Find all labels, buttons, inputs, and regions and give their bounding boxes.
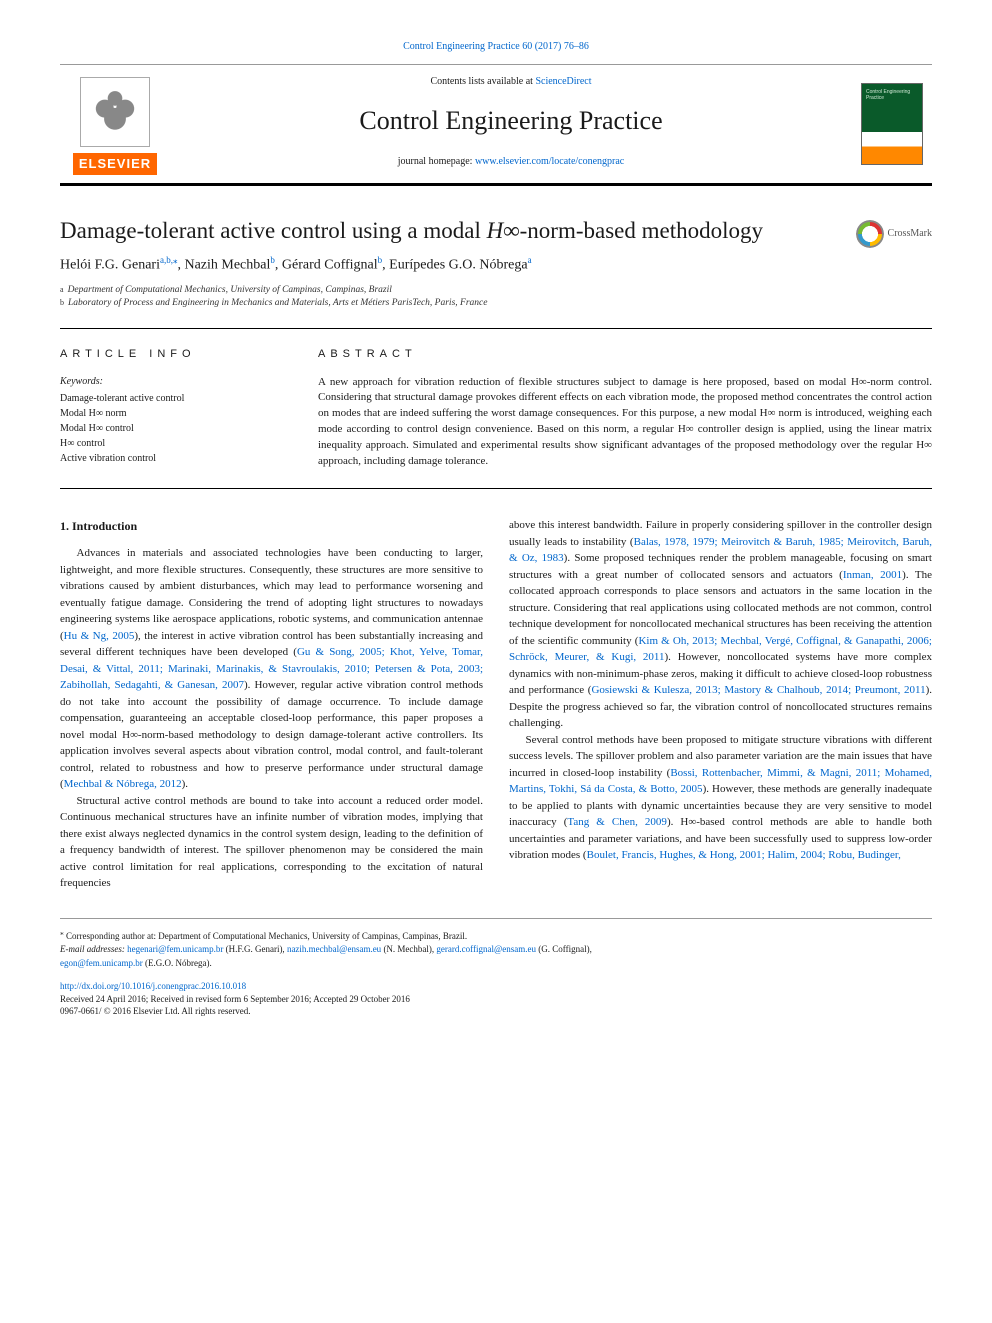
info-abstract-row: ARTICLE INFO Keywords: Damage-tolerant a… <box>60 328 932 489</box>
author-2-aff[interactable]: b <box>270 255 275 265</box>
title-pre: Damage-tolerant active control using a m… <box>60 218 487 243</box>
sciencedirect-link[interactable]: ScienceDirect <box>535 76 591 87</box>
author-4: Eurípedes G.O. Nóbrega <box>389 258 527 273</box>
citation-link[interactable]: Control Engineering Practice 60 (2017) 7… <box>403 41 589 52</box>
email-2-who: (N. Mechbal), <box>381 944 436 954</box>
homepage-prefix: journal homepage: <box>398 156 475 167</box>
keyword-5: Active vibration control <box>60 451 290 466</box>
keyword-4: H∞ control <box>60 436 290 451</box>
page-root: Control Engineering Practice 60 (2017) 7… <box>0 0 992 1048</box>
body-columns: 1. Introduction Advances in materials an… <box>60 517 932 892</box>
ref-tang-chen-2009[interactable]: Tang & Chen, 2009 <box>567 816 667 828</box>
p1-a: Advances in materials and associated tec… <box>60 547 483 642</box>
email-1-who: (H.F.G. Genari), <box>223 944 287 954</box>
abstract-heading: ABSTRACT <box>318 347 932 362</box>
para-4: Several control methods have been propos… <box>509 732 932 864</box>
affiliation-b: b Laboratory of Process and Engineering … <box>60 297 932 310</box>
email-1[interactable]: hegenari@fem.unicamp.br <box>127 944 223 954</box>
keywords-list: Damage-tolerant active control Modal H∞ … <box>60 391 290 466</box>
ref-inman-2001[interactable]: Inman, 2001 <box>843 569 902 581</box>
author-1: Helói F.G. Genari <box>60 258 160 273</box>
corr-marker: ⁎ <box>60 928 64 937</box>
contents-prefix: Contents lists available at <box>430 76 535 87</box>
doi-link[interactable]: http://dx.doi.org/10.1016/j.conengprac.2… <box>60 980 932 993</box>
abstract: ABSTRACT A new approach for vibration re… <box>318 347 932 470</box>
article-info-heading: ARTICLE INFO <box>60 347 290 362</box>
article-info: ARTICLE INFO Keywords: Damage-tolerant a… <box>60 347 290 470</box>
publication-info: http://dx.doi.org/10.1016/j.conengprac.2… <box>60 980 932 1018</box>
affiliation-a: a Department of Computational Mechanics,… <box>60 284 932 297</box>
para-3: above this interest bandwidth. Failure i… <box>509 517 932 732</box>
article-title: Damage-tolerant active control using a m… <box>60 216 932 246</box>
journal-title: Control Engineering Practice <box>170 103 852 139</box>
p1-c: ). However, regular active vibration con… <box>60 679 483 790</box>
article-history: Received 24 April 2016; Received in revi… <box>60 993 932 1006</box>
ref-group-5[interactable]: Boulet, Francis, Hughes, & Hong, 2001; H… <box>587 849 901 861</box>
article-header: Damage-tolerant active control using a m… <box>60 216 932 246</box>
keywords-label: Keywords: <box>60 375 290 389</box>
author-3-aff[interactable]: b <box>378 255 383 265</box>
aff-b-text: Laboratory of Process and Engineering in… <box>68 297 487 310</box>
keyword-3: Modal H∞ control <box>60 421 290 436</box>
crossmark-icon <box>856 220 884 248</box>
aff-a-sup: a <box>60 284 64 297</box>
running-citation: Control Engineering Practice 60 (2017) 7… <box>60 40 932 54</box>
section-1-heading: 1. Introduction <box>60 517 483 535</box>
ref-group-3[interactable]: Gosiewski & Kulesza, 2013; Mastory & Cha… <box>591 684 925 696</box>
crossmark-widget[interactable]: CrossMark <box>856 220 932 248</box>
p1-d: ). <box>182 778 188 790</box>
email-4[interactable]: egon@fem.unicamp.br <box>60 958 143 968</box>
publisher-block: ELSEVIER <box>60 65 170 183</box>
email-4-who: (E.G.O. Nóbrega). <box>143 958 212 968</box>
elsevier-wordmark: ELSEVIER <box>73 153 157 175</box>
email-label: E-mail addresses: <box>60 944 127 954</box>
email-3-who: (G. Coffignal), <box>536 944 592 954</box>
abstract-text: A new approach for vibration reduction o… <box>318 375 932 471</box>
journal-cover-icon <box>861 83 923 165</box>
footnotes: ⁎ Corresponding author at: Department of… <box>60 918 932 1018</box>
author-1-corr[interactable]: ⁎ <box>173 255 178 265</box>
title-math: H∞ <box>487 218 520 243</box>
keyword-2: Modal H∞ norm <box>60 406 290 421</box>
author-4-aff[interactable]: a <box>528 255 532 265</box>
email-addresses: E-mail addresses: hegenari@fem.unicamp.b… <box>60 943 932 957</box>
contents-line: Contents lists available at ScienceDirec… <box>170 75 852 89</box>
corresponding-author-note: ⁎ Corresponding author at: Department of… <box>60 927 932 944</box>
aff-b-sup: b <box>60 297 64 310</box>
homepage-url[interactable]: www.elsevier.com/locate/conengprac <box>475 156 624 167</box>
author-list: Helói F.G. Genaria,b,⁎, Nazih Mechbalb, … <box>60 254 932 275</box>
email-3[interactable]: gerard.coffignal@ensam.eu <box>436 944 536 954</box>
ref-hu-ng-2005[interactable]: Hu & Ng, 2005 <box>64 630 135 642</box>
masthead: ELSEVIER Contents lists available at Sci… <box>60 64 932 186</box>
ref-mechbal-nobrega-2012[interactable]: Mechbal & Nóbrega, 2012 <box>64 778 182 790</box>
author-2: Nazih Mechbal <box>184 258 270 273</box>
elsevier-tree-icon <box>80 77 150 147</box>
masthead-center: Contents lists available at ScienceDirec… <box>170 65 852 183</box>
author-3: Gérard Coffignal <box>282 258 378 273</box>
email-addresses-line2: egon@fem.unicamp.br (E.G.O. Nóbrega). <box>60 957 932 971</box>
para-2: Structural active control methods are bo… <box>60 793 483 892</box>
journal-cover-slot <box>852 65 932 183</box>
homepage-line: journal homepage: www.elsevier.com/locat… <box>170 155 852 169</box>
author-1-aff[interactable]: a,b, <box>160 255 173 265</box>
para-1: Advances in materials and associated tec… <box>60 545 483 793</box>
email-2[interactable]: nazih.mechbal@ensam.eu <box>287 944 381 954</box>
aff-a-text: Department of Computational Mechanics, U… <box>68 284 392 297</box>
crossmark-label: CrossMark <box>888 227 932 241</box>
keyword-1: Damage-tolerant active control <box>60 391 290 406</box>
issn-copyright: 0967-0661/ © 2016 Elsevier Ltd. All righ… <box>60 1005 932 1018</box>
title-post: -norm-based methodology <box>520 218 763 243</box>
affiliations: a Department of Computational Mechanics,… <box>60 284 932 311</box>
corr-text: Corresponding author at: Department of C… <box>66 931 467 941</box>
